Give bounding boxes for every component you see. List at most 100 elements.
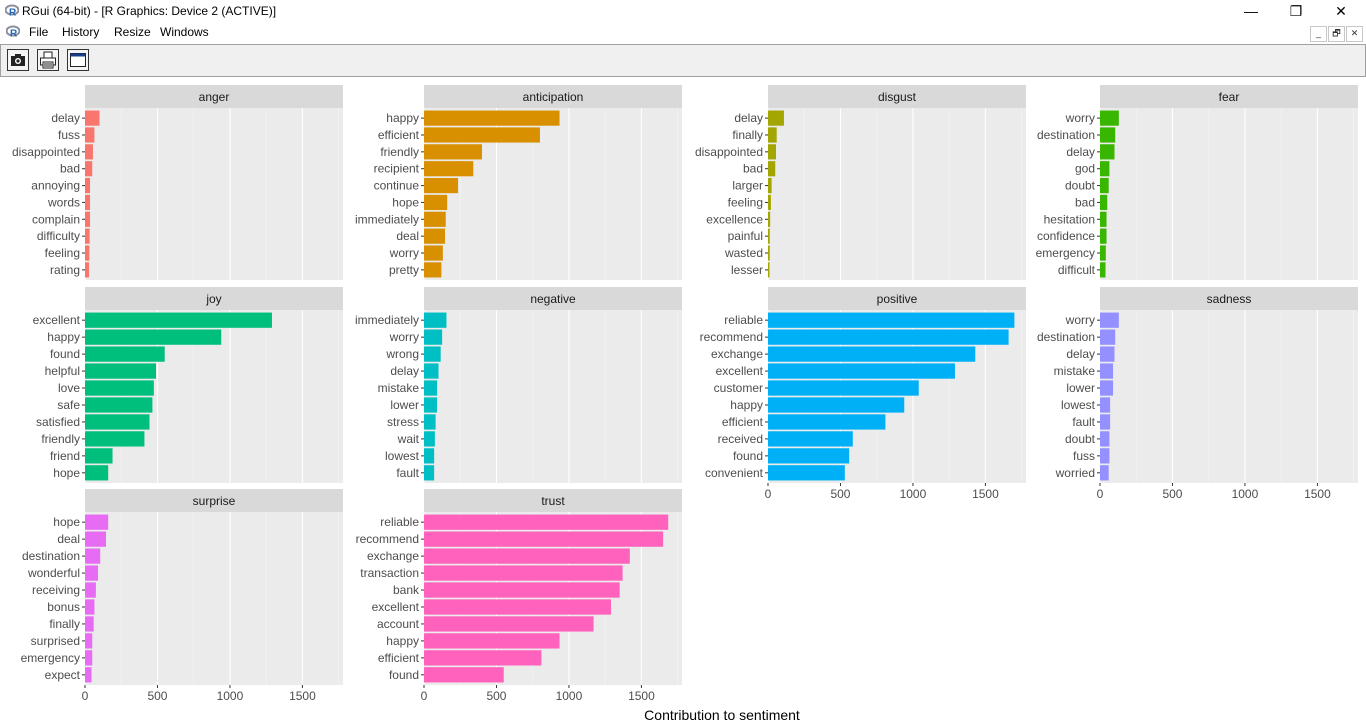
bar-sadness-mistake[interactable] [1100, 363, 1114, 379]
bar-trust-reliable[interactable] [424, 514, 669, 530]
bar-joy-excellent[interactable] [85, 312, 272, 328]
bar-trust-transaction[interactable] [424, 565, 623, 581]
bar-trust-found[interactable] [424, 667, 504, 683]
bar-anticipation-worry[interactable] [424, 245, 443, 261]
bar-sadness-fuss[interactable] [1100, 448, 1110, 464]
bar-surprise-surprised[interactable] [85, 633, 93, 649]
bar-disgust-feeling[interactable] [768, 194, 771, 211]
bar-positive-efficient[interactable] [768, 414, 886, 430]
bar-joy-found[interactable] [85, 346, 165, 362]
bar-anger-rating[interactable] [85, 262, 90, 278]
bar-fear-worry[interactable] [1100, 110, 1119, 126]
bar-anger-fuss[interactable] [85, 127, 95, 143]
bar-anticipation-happy[interactable] [424, 110, 560, 126]
bar-positive-reliable[interactable] [768, 312, 1015, 328]
print-button[interactable] [37, 49, 59, 71]
bar-positive-exchange[interactable] [768, 346, 976, 362]
bar-sadness-destination[interactable] [1100, 329, 1116, 345]
bar-joy-hope[interactable] [85, 465, 109, 481]
bar-disgust-delay[interactable] [768, 110, 784, 126]
bar-anticipation-recipient[interactable] [424, 161, 474, 177]
bar-sadness-lowest[interactable] [1100, 397, 1111, 413]
bar-fear-bad[interactable] [1100, 194, 1108, 211]
bar-joy-safe[interactable] [85, 397, 153, 413]
bar-disgust-bad[interactable] [768, 161, 776, 177]
bar-disgust-finally[interactable] [768, 127, 777, 143]
bar-surprise-expect[interactable] [85, 667, 92, 683]
bar-positive-excellent[interactable] [768, 363, 955, 379]
bar-anger-feeling[interactable] [85, 245, 90, 261]
bar-negative-lower[interactable] [424, 397, 438, 413]
bar-fear-emergency[interactable] [1100, 245, 1106, 261]
menu-windows[interactable]: Windows [160, 25, 209, 39]
bar-fear-god[interactable] [1100, 161, 1110, 177]
bar-negative-mistake[interactable] [424, 380, 438, 396]
bar-anger-annoying[interactable] [85, 177, 91, 194]
copy-metafile-button[interactable] [7, 49, 29, 71]
bar-anger-disappointed[interactable] [85, 144, 93, 160]
bar-trust-efficient[interactable] [424, 650, 542, 666]
bar-negative-wait[interactable] [424, 431, 435, 447]
bar-sadness-worry[interactable] [1100, 312, 1119, 328]
bar-anticipation-pretty[interactable] [424, 262, 442, 278]
bar-sadness-fault[interactable] [1100, 414, 1111, 430]
bar-fear-delay[interactable] [1100, 144, 1115, 160]
bar-surprise-wonderful[interactable] [85, 565, 99, 581]
bar-anger-complain[interactable] [85, 211, 91, 227]
bar-surprise-hope[interactable] [85, 514, 109, 530]
bar-joy-helpful[interactable] [85, 363, 157, 379]
bar-anticipation-efficient[interactable] [424, 127, 540, 143]
bar-anticipation-friendly[interactable] [424, 144, 482, 160]
bar-surprise-destination[interactable] [85, 548, 101, 564]
bar-joy-friendly[interactable] [85, 431, 145, 447]
bar-negative-stress[interactable] [424, 414, 436, 430]
menu-resize[interactable]: Resize [114, 25, 151, 39]
bar-anticipation-hope[interactable] [424, 194, 448, 211]
bar-sadness-delay[interactable] [1100, 346, 1115, 362]
bar-negative-worry[interactable] [424, 329, 443, 345]
bar-fear-destination[interactable] [1100, 127, 1116, 143]
bar-disgust-wasted[interactable] [768, 245, 770, 261]
bar-surprise-bonus[interactable] [85, 599, 95, 615]
bar-anticipation-deal[interactable] [424, 228, 446, 244]
bar-positive-recommend[interactable] [768, 329, 1009, 345]
bar-disgust-painful[interactable] [768, 228, 770, 244]
bar-fear-hesitation[interactable] [1100, 211, 1107, 227]
bar-negative-immediately[interactable] [424, 312, 447, 328]
minimize-button[interactable]: — [1244, 3, 1258, 19]
bar-fear-confidence[interactable] [1100, 228, 1107, 244]
menu-file[interactable]: File [29, 25, 49, 39]
mdi-close-button[interactable]: ✕ [1346, 26, 1363, 42]
bar-anger-difficulty[interactable] [85, 228, 90, 244]
new-window-button[interactable] [67, 49, 89, 71]
bar-joy-friend[interactable] [85, 448, 113, 464]
bar-positive-customer[interactable] [768, 380, 919, 396]
bar-positive-found[interactable] [768, 448, 850, 464]
bar-surprise-deal[interactable] [85, 531, 107, 547]
bar-trust-excellent[interactable] [424, 599, 611, 615]
bar-negative-lowest[interactable] [424, 448, 435, 464]
bar-negative-wrong[interactable] [424, 346, 441, 362]
bar-fear-difficult[interactable] [1100, 262, 1106, 278]
bar-joy-satisfied[interactable] [85, 414, 150, 430]
bar-disgust-disappointed[interactable] [768, 144, 776, 160]
bar-anger-bad[interactable] [85, 161, 93, 177]
bar-anger-delay[interactable] [85, 110, 100, 126]
bar-positive-happy[interactable] [768, 397, 905, 413]
bar-disgust-larger[interactable] [768, 177, 772, 194]
bar-trust-recommend[interactable] [424, 531, 664, 547]
bar-disgust-excellence[interactable] [768, 211, 771, 227]
bar-sadness-lower[interactable] [1100, 380, 1114, 396]
bar-positive-convenient[interactable] [768, 465, 845, 481]
close-button[interactable]: ✕ [1335, 3, 1347, 19]
bar-sadness-doubt[interactable] [1100, 431, 1110, 447]
bar-surprise-emergency[interactable] [85, 650, 93, 666]
bar-trust-exchange[interactable] [424, 548, 630, 564]
bar-anger-words[interactable] [85, 194, 91, 211]
bar-trust-bank[interactable] [424, 582, 620, 598]
bar-disgust-lesser[interactable] [768, 262, 770, 278]
bar-surprise-finally[interactable] [85, 616, 94, 632]
mdi-minimize-button[interactable]: _ [1310, 26, 1327, 42]
bar-surprise-receiving[interactable] [85, 582, 96, 598]
bar-anticipation-immediately[interactable] [424, 211, 446, 227]
